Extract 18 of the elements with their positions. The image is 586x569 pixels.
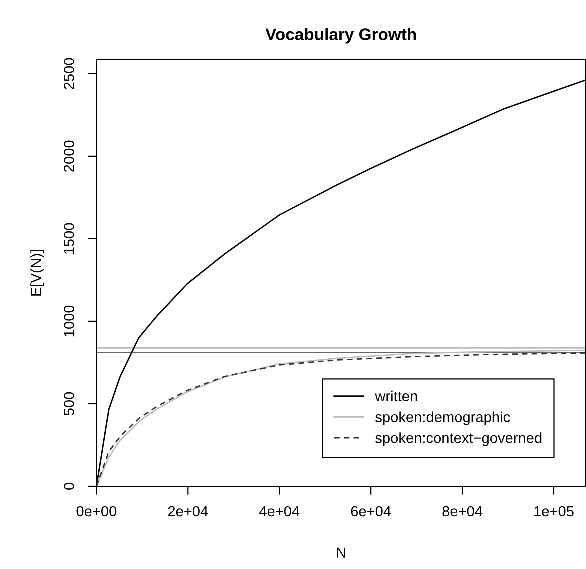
legend-label: written bbox=[375, 390, 418, 402]
chart-title: Vocabulary Growth bbox=[266, 28, 416, 44]
x-tick-label: 4e+04 bbox=[259, 506, 300, 517]
x-tick-label: 6e+04 bbox=[351, 506, 392, 517]
x-axis-title: N bbox=[337, 548, 346, 558]
legend-label: spoken:demographic bbox=[376, 412, 510, 426]
x-tick-label: 1e+05 bbox=[534, 506, 574, 517]
y-tick-label: 0 bbox=[64, 483, 74, 490]
legend-label: spoken:context−governed bbox=[376, 432, 542, 446]
y-tick-label: 500 bbox=[64, 392, 74, 416]
y-tick-label: 2500 bbox=[64, 58, 74, 90]
y-tick-label: 1500 bbox=[64, 223, 74, 254]
y-axis-title: E[V(N)] bbox=[30, 250, 44, 296]
x-tick-label: 8e+04 bbox=[442, 506, 483, 517]
y-tick-label: 2000 bbox=[64, 140, 74, 172]
x-tick-label: 2e+04 bbox=[168, 506, 208, 517]
x-tick-label: 0e+00 bbox=[76, 506, 117, 517]
y-tick-label: 1000 bbox=[64, 306, 74, 337]
